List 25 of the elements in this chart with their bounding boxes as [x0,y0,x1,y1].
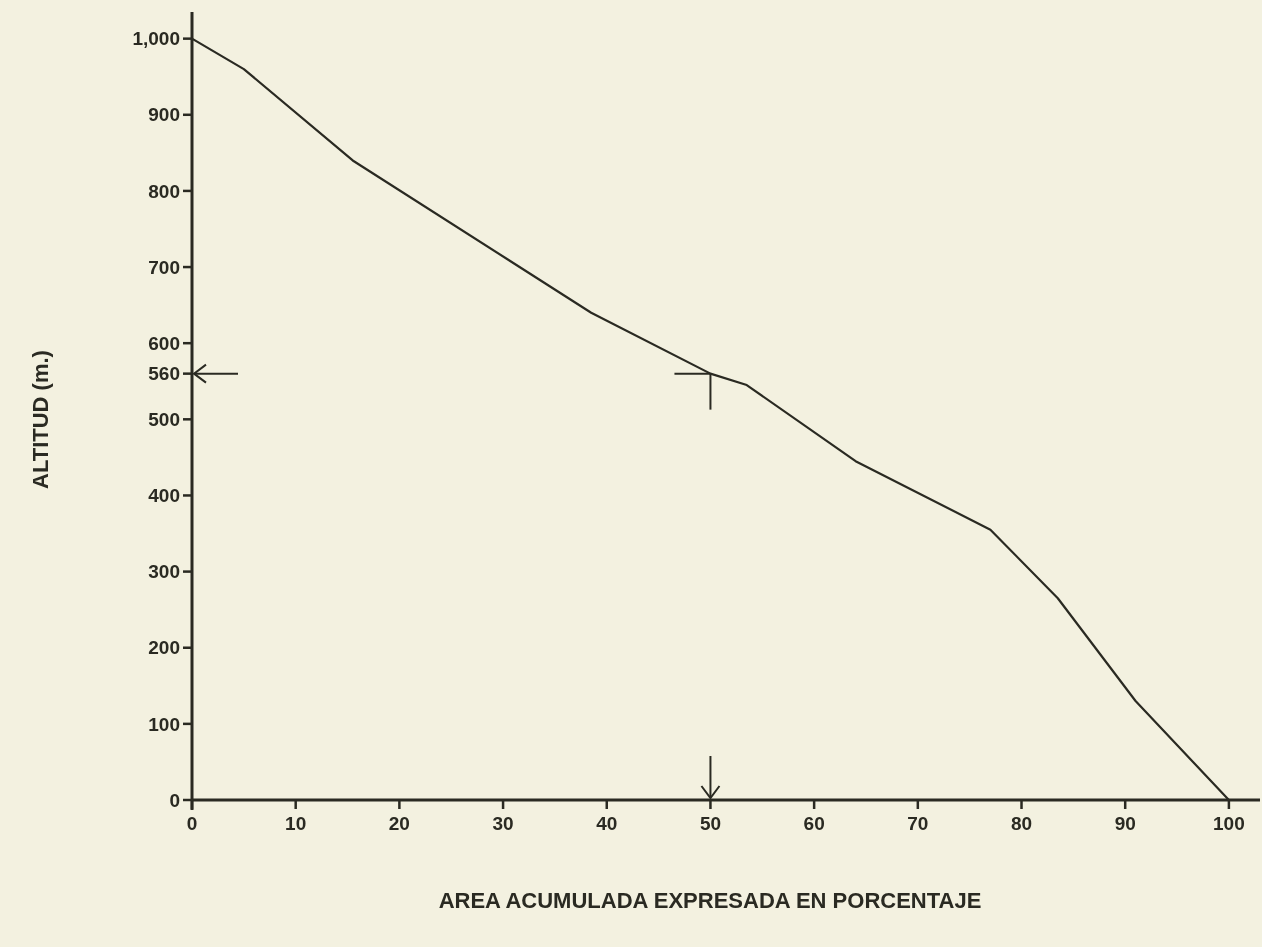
y-tick-label: 400 [148,485,180,507]
y-tick-label: 0 [169,789,180,811]
y-tick-label: 800 [148,180,180,202]
y-tick-label: 560 [148,363,180,385]
x-axis-title: AREA ACUMULADA EXPRESADA EN PORCENTAJE [438,888,982,913]
x-tick-label: 0 [186,813,198,834]
x-tick-label: 100 [1213,813,1245,834]
x-tick-label: 20 [388,813,410,834]
x-tick-label: 60 [803,813,825,834]
y-tick-label: 200 [148,637,180,659]
x-tick-label: 50 [699,813,722,834]
y-tick-label: 700 [148,256,180,278]
y-tick-label: 100 [148,713,180,735]
y-axis-title: ALTITUD (m.) [28,350,53,489]
y-tick-label: 300 [148,561,180,583]
x-tick-label: 10 [285,813,307,834]
y-tick-label: 900 [148,104,180,126]
x-tick-label: 30 [492,813,514,834]
x-tick-label: 80 [1010,813,1033,834]
y-tick-label: 600 [148,332,180,354]
x-tick-label: 70 [907,813,929,834]
x-tick-label: 90 [1114,813,1136,834]
y-tick-label: 500 [148,408,180,430]
y-tick-label: 1,000 [132,28,180,50]
x-tick-label: 40 [596,813,618,834]
